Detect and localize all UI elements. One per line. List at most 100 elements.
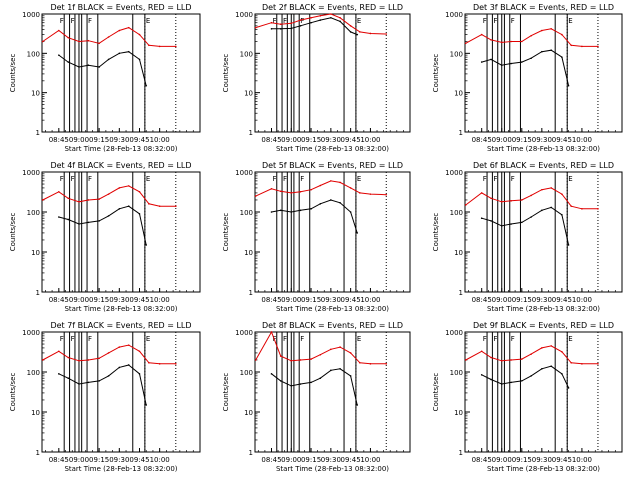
x-axis-label: Start Time (28-Feb-13 08:32:00) [276, 305, 389, 313]
flag-label: F [300, 175, 304, 183]
data-point-lld [541, 188, 543, 191]
data-point-lld [500, 360, 503, 362]
data-point-events [541, 209, 543, 212]
y-tick-label: 1 [36, 289, 40, 297]
panel-title: Det 8f BLACK = Events, RED = LLD [262, 321, 403, 330]
flag-label: F [283, 175, 287, 183]
data-point-lld [41, 40, 44, 43]
data-point-events [58, 373, 60, 375]
data-point-events [339, 368, 341, 370]
data-point-events [270, 28, 273, 30]
y-tick-label: 1 [36, 449, 40, 457]
data-point-events [490, 220, 492, 222]
panel-det-6: Det 6f BLACK = Events, RED = LLD 1 10 100 10… [432, 161, 623, 313]
data-point-lld [127, 344, 130, 346]
series-line-events [481, 49, 570, 86]
y-axis-label: Counts/sec [9, 213, 17, 252]
flag-label: F [483, 335, 487, 343]
data-point-lld [570, 361, 573, 364]
y-tick-label: 1000 [235, 11, 253, 19]
data-point-events [138, 373, 141, 375]
data-point-events [319, 377, 322, 379]
data-point-events [279, 28, 282, 30]
y-tick-label: 100 [240, 50, 253, 58]
data-point-events [98, 220, 100, 222]
data-point-events [561, 373, 563, 375]
data-point-events [480, 61, 483, 63]
data-point-lld [127, 26, 130, 29]
data-point-lld [279, 190, 282, 193]
y-tick-label: 1000 [445, 329, 463, 337]
panel-title: Det 9f BLACK = Events, RED = LLD [473, 321, 614, 330]
x-tick-label: 09:45 [341, 296, 361, 304]
data-point-events [127, 205, 130, 207]
data-point-lld [98, 42, 100, 45]
data-point-lld [550, 187, 552, 189]
data-point-lld [174, 45, 177, 48]
data-point-events [530, 216, 532, 218]
y-tick-label: 100 [450, 209, 463, 217]
panel-det-2: Det 2f BLACK = Events, RED = LLD 1 10 100 10… [222, 3, 411, 153]
y-axis-label: Counts/sec [432, 373, 440, 412]
data-point-lld [290, 192, 293, 194]
data-point-lld [500, 41, 503, 44]
y-tick-label: 100 [27, 209, 40, 217]
data-point-lld [98, 357, 100, 360]
data-point-events [319, 203, 322, 205]
x-tick-label: 10:00 [360, 136, 380, 144]
data-point-lld [174, 363, 177, 365]
data-point-events [107, 215, 110, 217]
data-point-lld [107, 36, 110, 38]
data-point-lld [550, 345, 552, 347]
data-point-events [279, 380, 282, 382]
data-point-lld [67, 36, 70, 39]
x-tick-label: 08:45 [49, 136, 69, 144]
data-point-events [58, 216, 60, 218]
data-point-events [145, 404, 148, 406]
data-point-lld [500, 200, 503, 203]
x-tick-label: 09:15 [89, 456, 109, 464]
x-tick-label: 09:45 [129, 136, 149, 144]
x-tick-label: 10:00 [572, 456, 592, 464]
data-point-lld [349, 187, 352, 189]
flag-label: F [300, 17, 304, 25]
data-point-events [500, 225, 503, 227]
y-tick-label: 1 [249, 129, 253, 137]
data-point-lld [330, 13, 332, 15]
data-point-lld [310, 358, 312, 360]
data-point-lld [158, 363, 161, 365]
data-point-lld [270, 331, 273, 333]
data-point-lld [359, 31, 361, 33]
data-point-events [510, 381, 512, 384]
data-point-lld [299, 190, 302, 193]
y-tick-label: 1000 [22, 169, 40, 177]
panel-det-4: Det 4f BLACK = Events, RED = LLD 1 10 100 10… [9, 161, 201, 313]
flag-label: F [283, 335, 287, 343]
x-tick-label: 09:45 [341, 456, 361, 464]
data-point-lld [148, 44, 150, 47]
data-point-lld [310, 188, 312, 191]
data-point-lld [138, 350, 141, 353]
data-point-events [356, 232, 359, 234]
x-tick-label: 09:00 [281, 136, 301, 144]
flag-label: F [60, 335, 64, 343]
y-tick-label: 1 [459, 449, 463, 457]
plot-frame [41, 331, 201, 453]
data-point-lld [87, 199, 90, 201]
data-point-lld [385, 363, 388, 365]
y-axis-label: Counts/sec [222, 54, 230, 93]
data-point-events [349, 375, 352, 377]
data-point-events [290, 211, 293, 213]
data-point-lld [290, 22, 293, 25]
flag-label: F [60, 175, 64, 183]
data-point-events [78, 383, 80, 385]
x-axis-label: Start Time (28-Feb-13 08:32:00) [64, 465, 177, 473]
y-axis-label: Counts/sec [222, 373, 230, 412]
data-point-events [490, 378, 492, 381]
data-point-lld [359, 361, 361, 364]
x-tick-label: 10:00 [150, 136, 170, 144]
x-tick-label: 08:45 [472, 136, 492, 144]
x-tick-label: 09:30 [532, 136, 552, 144]
data-point-lld [310, 17, 312, 19]
